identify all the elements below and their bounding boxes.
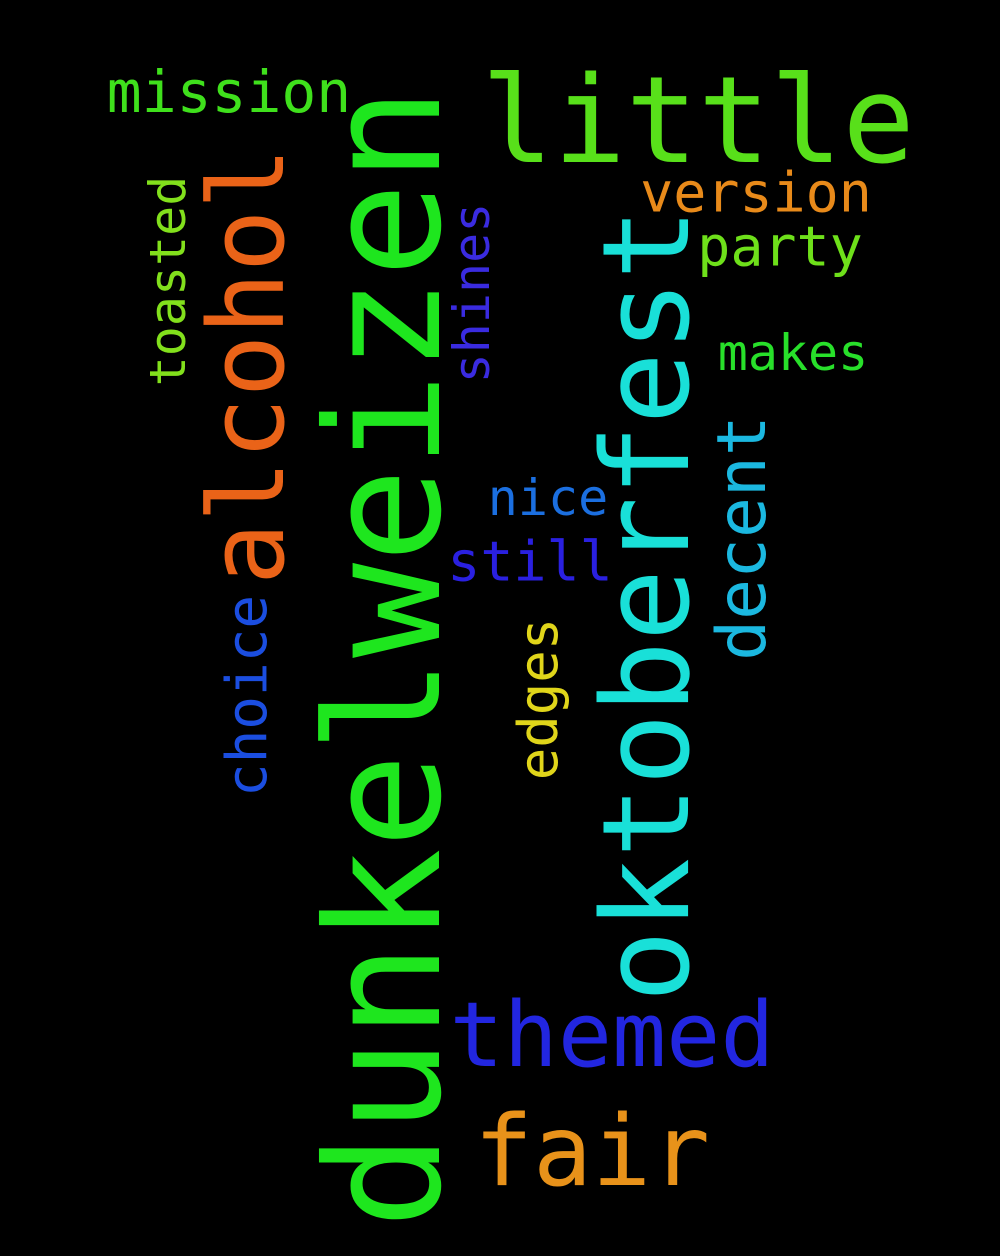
- word-toasted: toasted: [139, 175, 197, 387]
- word-decent: decent: [703, 415, 782, 661]
- word-still: still: [447, 529, 613, 594]
- word-shines: shines: [443, 202, 501, 384]
- word-edges: edges: [507, 617, 570, 781]
- word-version: version: [640, 160, 872, 225]
- word-makes: makes: [717, 324, 869, 382]
- word-dunkelweizen: dunkelweizen: [293, 87, 477, 1229]
- word-oktoberfest: oktoberfest: [578, 207, 717, 1003]
- word-themed: themed: [449, 983, 775, 1088]
- word-choice: choice: [215, 594, 280, 798]
- word-alcohol: alcohol: [186, 146, 308, 586]
- word-mission: mission: [106, 58, 352, 126]
- word-little: little: [481, 52, 915, 191]
- word-fair: fair: [473, 1095, 711, 1209]
- word-nice: nice: [487, 469, 609, 527]
- word-party: party: [697, 214, 863, 279]
